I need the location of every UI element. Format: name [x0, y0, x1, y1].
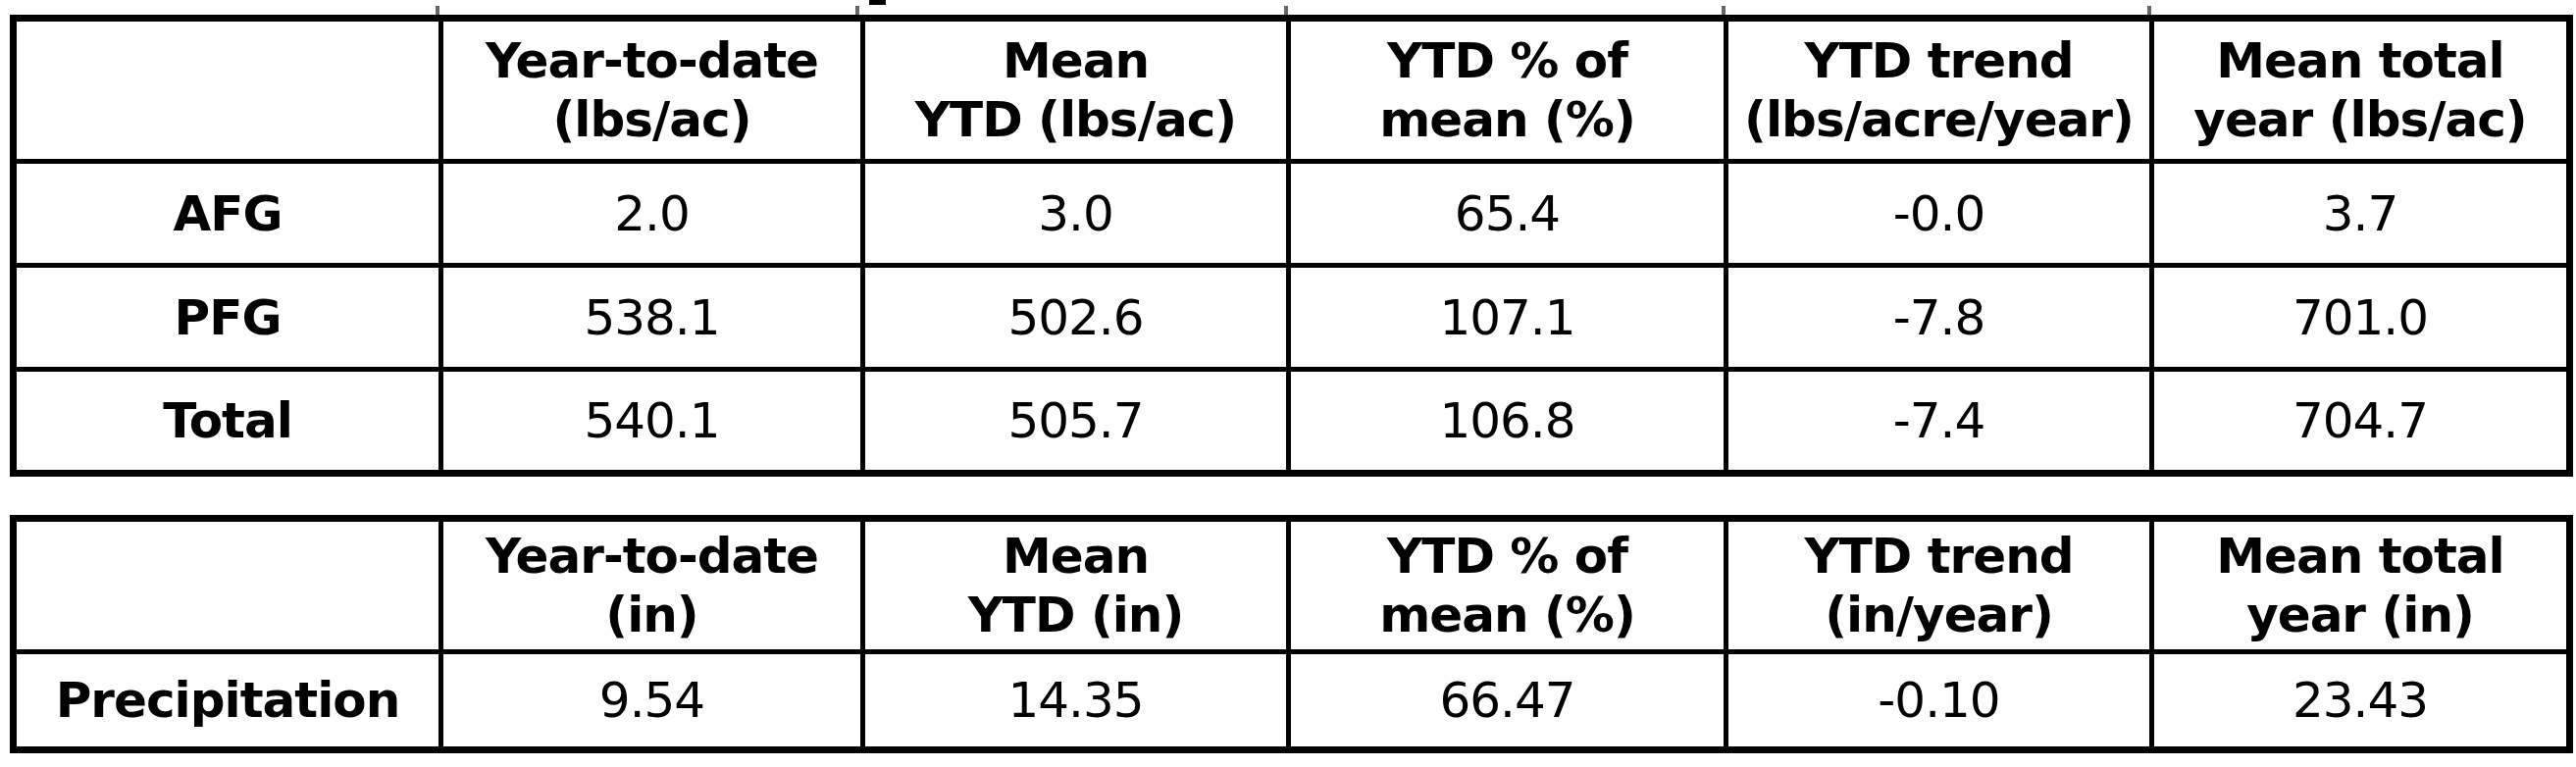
header-line: YTD % of	[1291, 527, 1724, 586]
table-row-pfg: PFG 538.1 502.6 107.1 -7.8 701.0	[14, 266, 2570, 370]
header-line: year (in)	[2154, 586, 2566, 644]
production-header-row: Year-to-date (lbs/ac) Mean YTD (lbs/ac) …	[14, 19, 2570, 162]
header-line: Year-to-date	[443, 527, 860, 586]
header-line: mean (%)	[1291, 586, 1724, 644]
value-cell: 2.0	[441, 162, 863, 266]
header-cell-year-to-date-in: Year-to-date (in)	[441, 519, 863, 652]
header-line: (lbs/acre/year)	[1728, 90, 2149, 149]
header-cell-ytd-pct-of-mean-in: YTD % of mean (%)	[1289, 519, 1726, 652]
header-line: (in/year)	[1728, 586, 2149, 644]
header-line: Mean total	[2154, 31, 2566, 90]
value-cell: 66.47	[1289, 652, 1726, 750]
value-cell: 704.7	[2152, 370, 2570, 474]
value-cell: 65.4	[1289, 162, 1726, 266]
production-table: Year-to-date (lbs/ac) Mean YTD (lbs/ac) …	[10, 15, 2573, 477]
header-line: Mean	[865, 527, 1286, 586]
header-line: year (lbs/ac)	[2154, 90, 2566, 149]
header-line: (lbs/ac)	[443, 90, 860, 149]
header-cell-ytd-trend: YTD trend (lbs/acre/year)	[1726, 19, 2152, 162]
header-line: YTD trend	[1728, 31, 2149, 90]
value-cell: 106.8	[1289, 370, 1726, 474]
value-cell: 538.1	[441, 266, 863, 370]
table-row-precipitation: Precipitation 9.54 14.35 66.47 -0.10 23.…	[14, 652, 2570, 750]
value-cell: 701.0	[2152, 266, 2570, 370]
value-cell: -0.10	[1726, 652, 2152, 750]
header-line: mean (%)	[1291, 90, 1724, 149]
cropped-text-artifact	[869, 0, 886, 5]
header-cell-mean-ytd: Mean YTD (lbs/ac)	[863, 19, 1289, 162]
value-cell: -7.4	[1726, 370, 2152, 474]
header-line: Mean	[865, 31, 1286, 90]
value-cell: 502.6	[863, 266, 1289, 370]
header-line: Year-to-date	[443, 31, 860, 90]
value-cell: 23.43	[2152, 652, 2570, 750]
row-label-pfg: PFG	[14, 266, 441, 370]
value-cell: 505.7	[863, 370, 1289, 474]
header-cell-ytd-pct-of-mean: YTD % of mean (%)	[1289, 19, 1726, 162]
value-cell: -0.0	[1726, 162, 2152, 266]
header-cell-empty	[14, 519, 441, 652]
header-cell-mean-ytd-in: Mean YTD (in)	[863, 519, 1289, 652]
value-cell: 3.0	[863, 162, 1289, 266]
header-cell-ytd-trend-in: YTD trend (in/year)	[1726, 519, 2152, 652]
header-line: (in)	[443, 586, 860, 644]
header-line: YTD trend	[1728, 527, 2149, 586]
value-cell: 3.7	[2152, 162, 2570, 266]
header-line: Mean total	[2154, 527, 2566, 586]
precipitation-table: Year-to-date (in) Mean YTD (in) YTD % of…	[10, 515, 2573, 753]
value-cell: 9.54	[441, 652, 863, 750]
row-label-precipitation: Precipitation	[14, 652, 441, 750]
header-line: YTD % of	[1291, 31, 1724, 90]
value-cell: 14.35	[863, 652, 1289, 750]
header-cell-mean-total-year: Mean total year (lbs/ac)	[2152, 19, 2570, 162]
precipitation-header-row: Year-to-date (in) Mean YTD (in) YTD % of…	[14, 519, 2570, 652]
header-cell-mean-total-year-in: Mean total year (in)	[2152, 519, 2570, 652]
header-line: YTD (lbs/ac)	[865, 90, 1286, 149]
header-line: YTD (in)	[865, 586, 1286, 644]
value-cell: -7.8	[1726, 266, 2152, 370]
header-cell-year-to-date: Year-to-date (lbs/ac)	[441, 19, 863, 162]
row-label-afg: AFG	[14, 162, 441, 266]
header-cell-empty	[14, 19, 441, 162]
table-row-total: Total 540.1 505.7 106.8 -7.4 704.7	[14, 370, 2570, 474]
row-label-total: Total	[14, 370, 441, 474]
value-cell: 107.1	[1289, 266, 1726, 370]
value-cell: 540.1	[441, 370, 863, 474]
table-row-afg: AFG 2.0 3.0 65.4 -0.0 3.7	[14, 162, 2570, 266]
